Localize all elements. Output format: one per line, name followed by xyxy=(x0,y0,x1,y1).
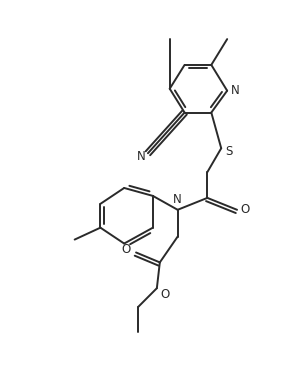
Text: O: O xyxy=(160,288,169,301)
Text: N: N xyxy=(231,84,239,97)
Text: O: O xyxy=(240,203,250,216)
Text: O: O xyxy=(122,243,131,256)
Text: N: N xyxy=(173,193,182,206)
Text: S: S xyxy=(225,145,233,158)
Text: N: N xyxy=(137,150,145,163)
